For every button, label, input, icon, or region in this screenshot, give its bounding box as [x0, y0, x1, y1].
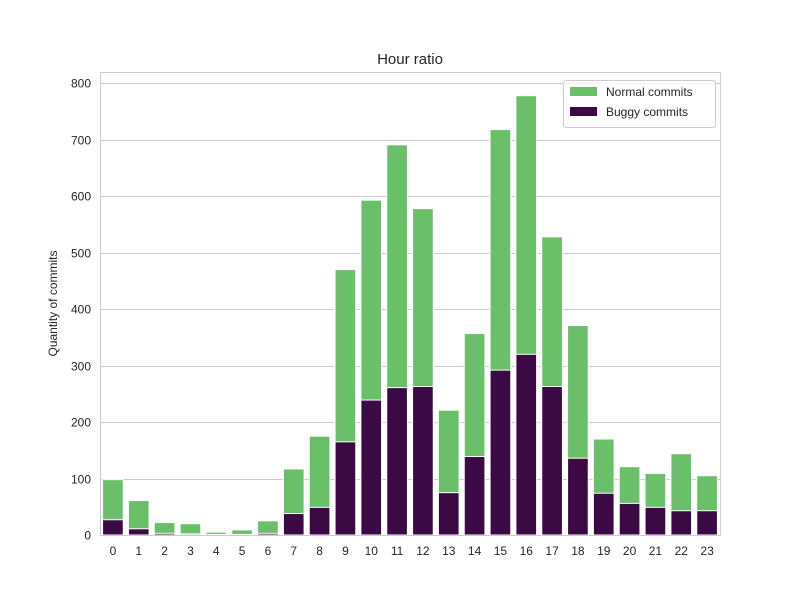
legend-box — [563, 80, 716, 128]
bar-buggy-commits-hour-22 — [670, 510, 693, 536]
legend-swatch-buggy-commits — [570, 107, 597, 116]
x-tick-label: 12 — [416, 544, 430, 558]
x-tick-label: 17 — [545, 544, 559, 558]
y-tick-label: 0 — [84, 529, 91, 543]
x-tick-label: 1 — [135, 544, 142, 558]
y-tick-labels: 0 100 200 300 400 500 600 700 800 — [71, 77, 91, 543]
legend-label-normal-commits: Normal commits — [606, 85, 693, 99]
x-tick-label: 21 — [649, 544, 663, 558]
x-tick-label: 14 — [468, 544, 482, 558]
bar-buggy-commits-hour-9 — [334, 441, 357, 536]
y-tick-label: 400 — [71, 303, 91, 317]
bar-buggy-commits-hour-23 — [696, 510, 718, 536]
bar-buggy-commits-hour-15 — [489, 369, 512, 536]
y-tick-label: 100 — [71, 473, 91, 487]
x-tick-label: 18 — [571, 544, 585, 558]
bar-buggy-commits-hour-8 — [308, 506, 331, 536]
x-tick-labels: 0 1 2 3 4 5 6 7 8 9 10 11 12 13 14 15 16 17 18 19 20 21 22 23 — [110, 544, 715, 558]
chart-title: Hour ratio — [377, 51, 443, 68]
x-tick-label: 16 — [520, 544, 534, 558]
y-axis-label: Quantity of commits — [46, 250, 60, 356]
legend-swatch-normal-commits — [570, 87, 597, 96]
bar-buggy-commits-hour-14 — [463, 456, 486, 536]
x-tick-label: 23 — [700, 544, 714, 558]
y-tick-label: 600 — [71, 190, 91, 204]
plot-frame — [100, 72, 721, 536]
x-tick-label: 15 — [494, 544, 508, 558]
bar-buggy-commits-hour-1 — [127, 528, 150, 536]
bar-normal-commits-hour-3 — [179, 523, 202, 536]
y-tick-label: 300 — [71, 360, 91, 374]
legend: Normal commits Buggy commits — [563, 80, 716, 128]
bar-buggy-commits-hour-19 — [592, 492, 615, 536]
bar-buggy-commits-hour-6 — [257, 532, 279, 536]
x-tick-label: 20 — [623, 544, 637, 558]
x-tick-label: 9 — [342, 544, 349, 558]
bar-buggy-commits-hour-21 — [644, 506, 667, 536]
bar-buggy-commits-hour-18 — [567, 457, 589, 536]
bar-buggy-commits-hour-12 — [412, 386, 434, 536]
y-tick-label: 700 — [71, 134, 91, 148]
x-tick-label: 8 — [316, 544, 323, 558]
x-tick-label: 0 — [110, 544, 117, 558]
bar-buggy-commits-hour-0 — [102, 519, 124, 536]
bar-buggy-commits-hour-2 — [153, 532, 176, 536]
bar-buggy-commits-hour-10 — [360, 399, 383, 536]
y-tick-label: 200 — [71, 416, 91, 430]
x-tick-label: 2 — [161, 544, 168, 558]
bar-buggy-commits-hour-4 — [205, 533, 228, 536]
x-tick-label: 13 — [442, 544, 456, 558]
x-tick-label: 10 — [365, 544, 379, 558]
bar-buggy-commits-hour-11 — [386, 387, 408, 536]
bar-buggy-commits-hour-5 — [231, 533, 253, 536]
y-tick-label: 500 — [71, 247, 91, 261]
bar-buggy-commits-hour-17 — [541, 386, 563, 536]
x-tick-label: 4 — [213, 544, 220, 558]
x-tick-label: 6 — [265, 544, 272, 558]
bar-buggy-commits-hour-3 — [179, 533, 202, 536]
bar-buggy-commits-hour-7 — [282, 513, 305, 536]
x-tick-label: 22 — [675, 544, 689, 558]
y-tick-label: 800 — [71, 77, 91, 91]
x-tick-label: 7 — [290, 544, 297, 558]
bar-buggy-commits-hour-16 — [515, 353, 538, 536]
x-tick-label: 3 — [187, 544, 194, 558]
x-tick-label: 19 — [597, 544, 611, 558]
bar-buggy-commits-hour-13 — [437, 492, 460, 536]
x-tick-label: 11 — [391, 544, 404, 558]
bar-buggy-commits-hour-20 — [618, 502, 641, 536]
x-tick-label: 5 — [239, 544, 246, 558]
legend-label-buggy-commits: Buggy commits — [606, 105, 688, 119]
